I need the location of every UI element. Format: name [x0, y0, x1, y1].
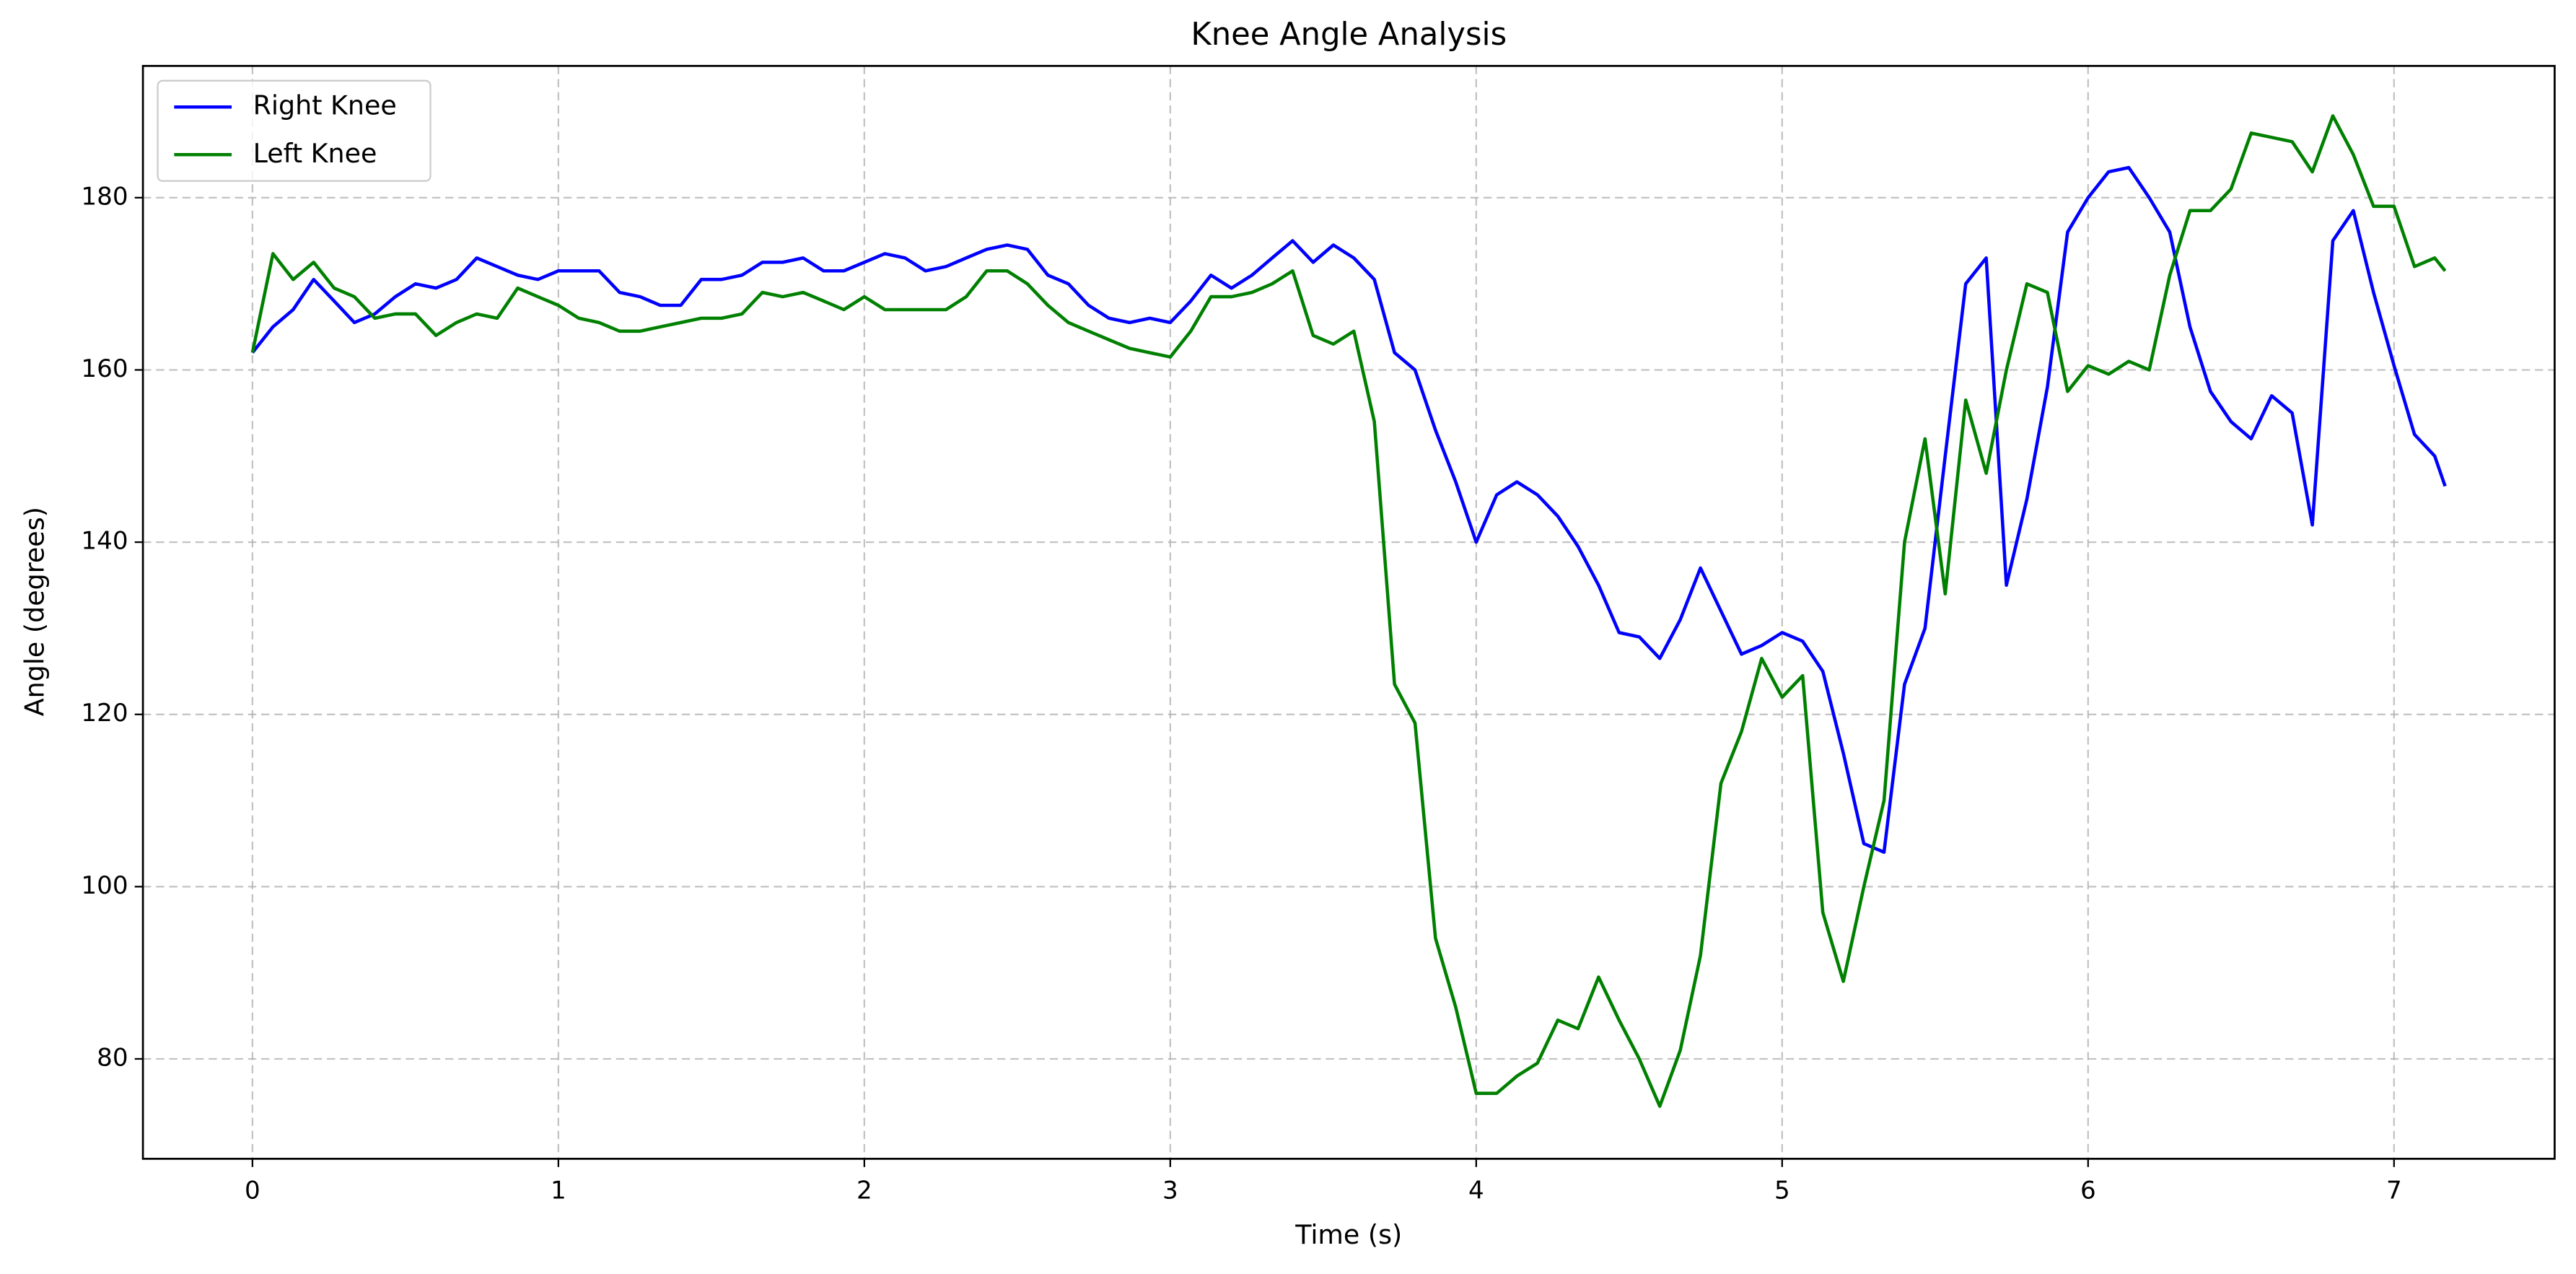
x-tick-label: 2	[857, 1176, 872, 1205]
x-tick-label: 5	[1774, 1176, 1790, 1205]
x-tick-label: 7	[2386, 1176, 2402, 1205]
y-axis-label: Angle (degrees)	[19, 507, 51, 716]
y-tick-label: 160	[81, 354, 128, 383]
legend: Right Knee Left Knee	[157, 79, 431, 182]
x-tick-label: 6	[2080, 1176, 2096, 1205]
x-tick-label: 3	[1162, 1176, 1178, 1205]
data-line	[251, 165, 2447, 854]
y-tick-label: 140	[81, 527, 128, 556]
chart-title: Knee Angle Analysis	[1191, 17, 1507, 53]
y-tick-label: 180	[81, 182, 128, 211]
y-tick-label: 120	[81, 699, 128, 728]
plot-lines	[250, 114, 2447, 1108]
axes-frame	[141, 64, 2556, 1160]
x-tick-label: 1	[551, 1176, 566, 1205]
y-tick-label: 100	[81, 871, 128, 900]
x-axis-label: Time (s)	[1294, 1219, 1402, 1250]
data-line	[250, 114, 2447, 1108]
x-tick-label: 4	[1468, 1176, 1484, 1205]
legend-label: Right Knee	[253, 90, 397, 121]
ticks: 0 1 2 3 4 5 6 7 80 100 120 140 160 180	[81, 182, 2401, 1205]
legend-label: Left Knee	[253, 138, 377, 169]
grid	[143, 66, 2555, 1159]
x-tick-label: 0	[245, 1176, 260, 1205]
y-tick-label: 80	[97, 1043, 128, 1072]
